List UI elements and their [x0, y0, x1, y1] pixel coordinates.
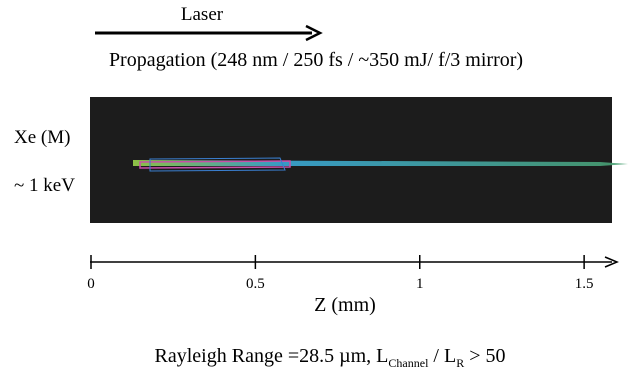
image-panel	[90, 97, 612, 223]
caption-subscript: Channel	[388, 356, 429, 370]
image-label-top: Xe (M)	[14, 127, 70, 148]
laser-label: Laser	[181, 4, 224, 25]
caption-subscript: R	[456, 356, 464, 370]
x-tick-label: 0	[87, 276, 95, 292]
propagation-label: Propagation (248 nm / 250 fs / ~350 mJ/ …	[109, 49, 523, 71]
caption-text: / L	[428, 345, 456, 367]
image-label-bottom: ~ 1 keV	[14, 175, 75, 196]
x-tick-label: 1.5	[575, 276, 594, 292]
caption: Rayleigh Range =28.5 µm, LChannel / LR >…	[155, 345, 506, 370]
caption-text: > 50	[464, 345, 505, 367]
axis-title: Z (mm)	[314, 294, 376, 316]
x-tick-label: 1	[416, 276, 424, 292]
figure: Laser Propagation (248 nm / 250 fs / ~35…	[0, 0, 631, 380]
x-tick-label: 0.5	[246, 276, 265, 292]
caption-text: Rayleigh Range =28.5 µm, L	[155, 345, 389, 367]
z-axis	[90, 257, 617, 267]
